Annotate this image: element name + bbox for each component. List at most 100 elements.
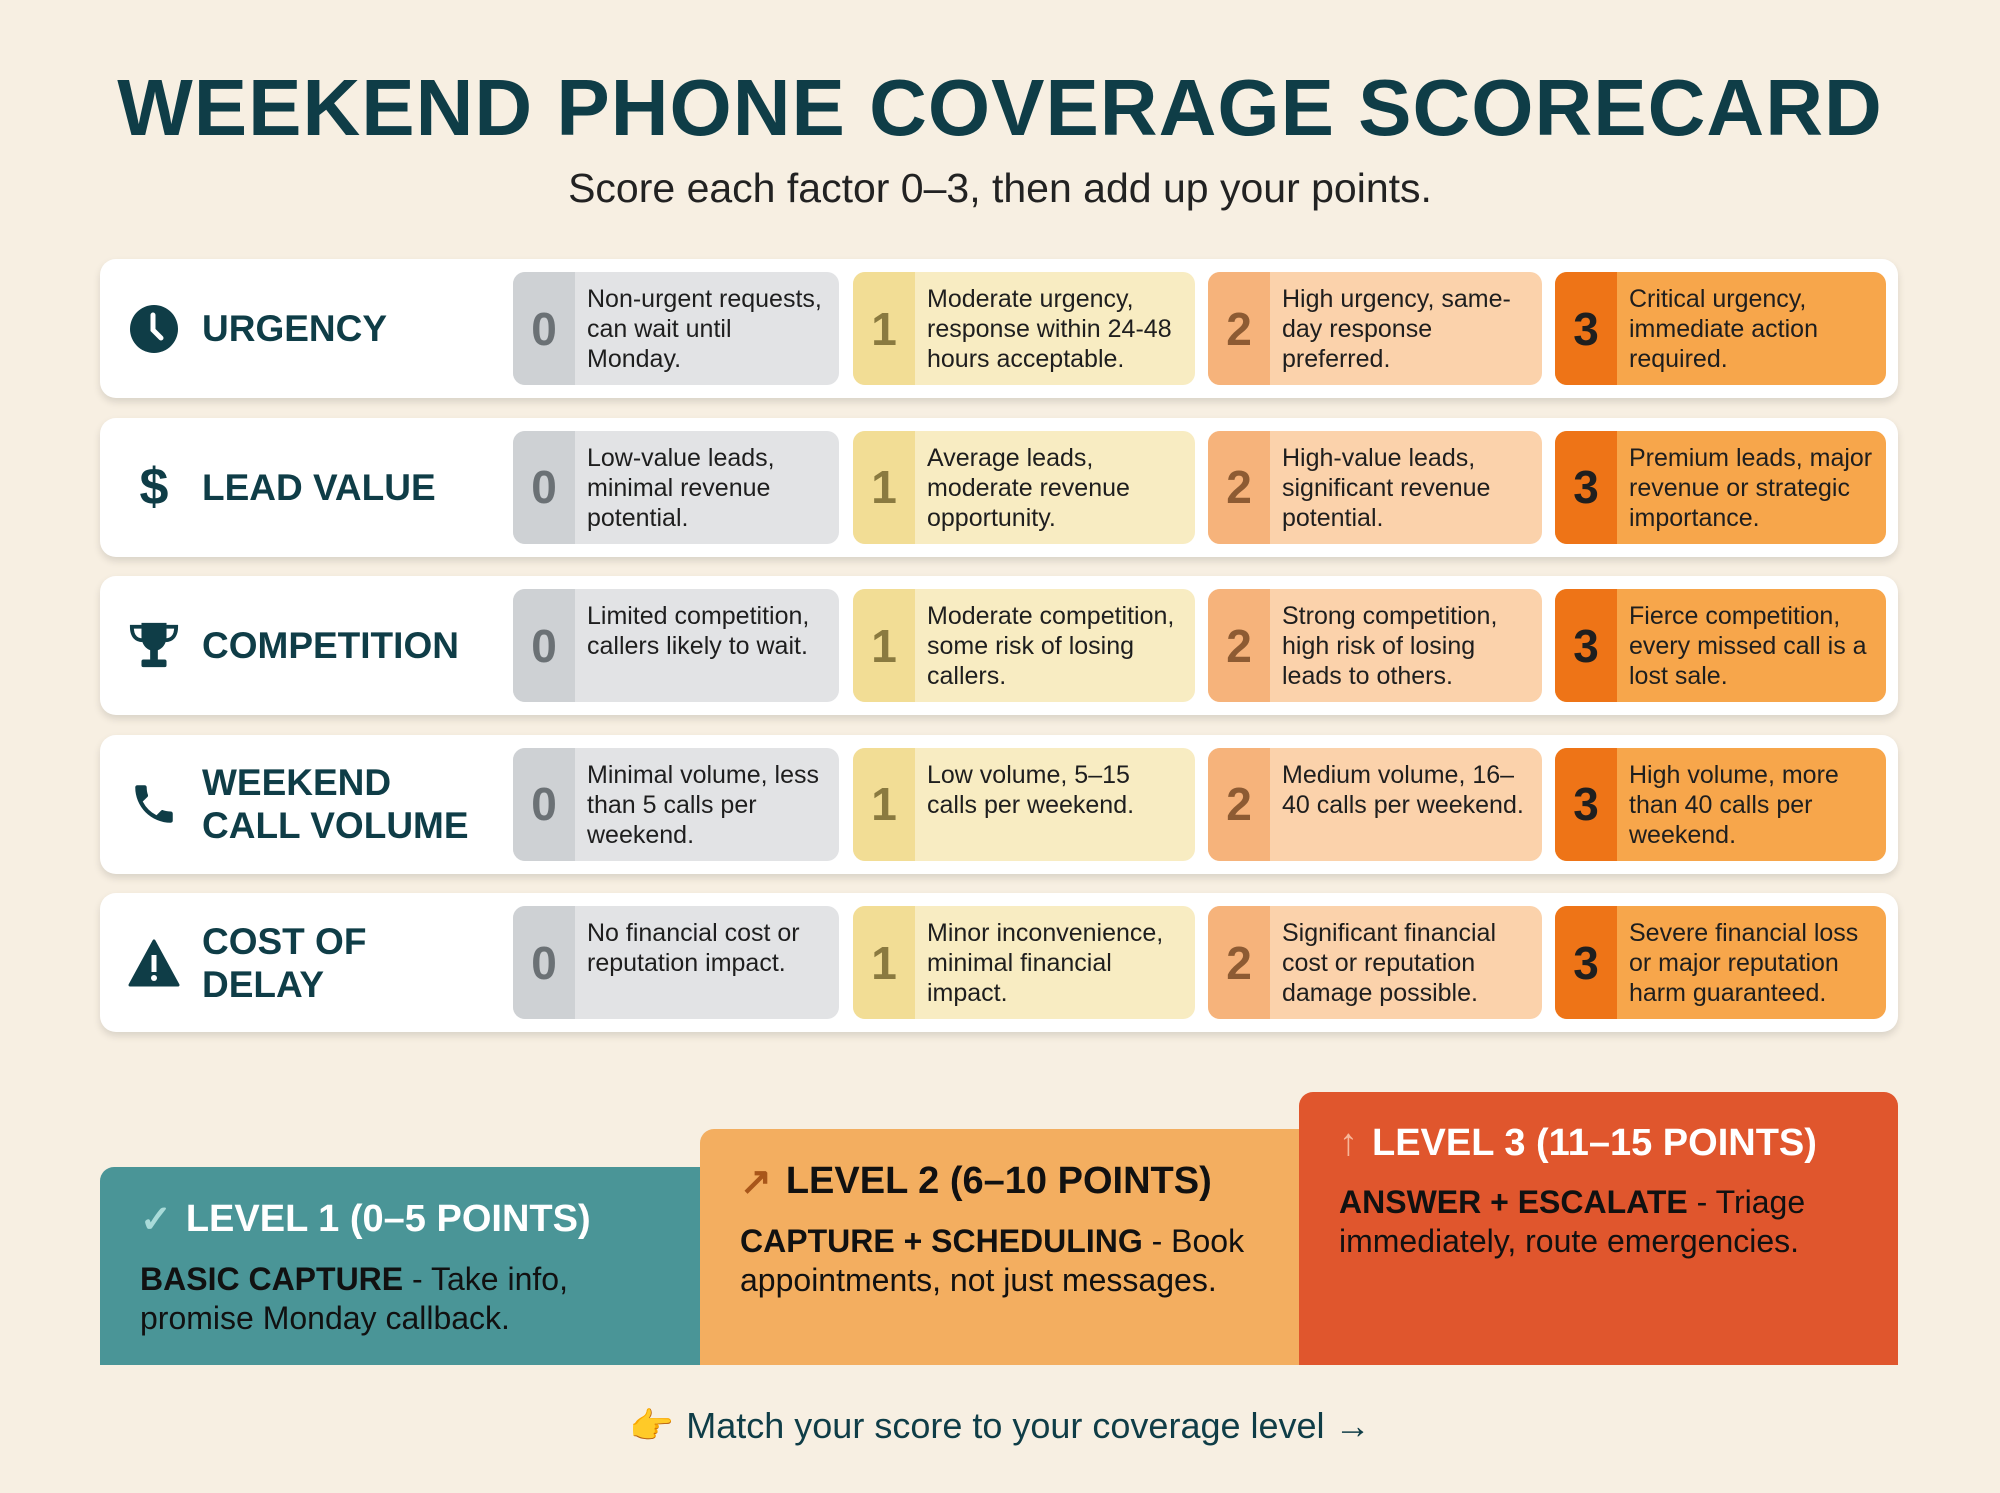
page-title: WEEKEND PHONE COVERAGE SCORECARD <box>117 63 1883 152</box>
score-cell-2: 2 Significant financial cost or reputatio… <box>1208 906 1542 1019</box>
score-number: 2 <box>1208 589 1270 702</box>
score-number: 3 <box>1555 906 1617 1019</box>
level-2-card: ↗ LEVEL 2 (6–10 POINTS) CAPTURE + SCHEDUL… <box>700 1129 1299 1365</box>
factor-row: $ Lead Value 0 Low-value leads, minimal rev… <box>100 417 1898 557</box>
level-3-card: ↑ LEVEL 3 (11–15 POINTS) ANSWER + ESCALAT… <box>1299 1092 1898 1365</box>
level-title: LEVEL 2 (6–10 POINTS) <box>785 1160 1212 1202</box>
score-cell-0: 0 No financial cost or reputation impact. <box>513 906 839 1019</box>
warning-icon <box>128 937 180 989</box>
score-cell-1: 1 Average leads, moderate revenue opportu… <box>853 430 1195 544</box>
score-cell-2: 2 Strong competition, high risk of losing… <box>1208 589 1542 702</box>
score-cell-2: 2 Medium volume, 16–40 calls per weekend. <box>1208 747 1542 861</box>
level-name: BASIC CAPTURE <box>140 1261 404 1297</box>
score-number: 1 <box>853 272 915 385</box>
score-number: 3 <box>1555 272 1617 385</box>
score-number: 2 <box>1208 747 1270 861</box>
score-number: 1 <box>853 906 915 1019</box>
factor-label: Lead Value <box>202 466 436 508</box>
score-description: Medium volume, 16–40 calls per weekend. <box>1282 760 1524 819</box>
score-cell-3: 3 Severe financial loss or major reputati… <box>1555 906 1886 1019</box>
score-cell-2: 2 High urgency, same-day response preferr… <box>1208 272 1542 385</box>
score-cell-3: 3 Fierce competition, every missed call i… <box>1555 589 1886 702</box>
score-number: 3 <box>1555 747 1617 861</box>
level-desc: - Triage immediately, route emergencies. <box>1339 1184 1806 1259</box>
score-number: 1 <box>853 430 915 544</box>
score-number: 3 <box>1555 589 1617 702</box>
score-cell-1: 1 Moderate competition, some risk of losi… <box>853 589 1195 702</box>
score-number: 3 <box>1555 430 1617 544</box>
level-title: LEVEL 1 (0–5 POINTS) <box>185 1198 591 1240</box>
factor-row: Weekend Call Volume 0 Minimal volume, less… <box>100 734 1898 874</box>
level-name: ANSWER + ESCALATE <box>1339 1184 1688 1220</box>
factor-row: Cost of Delay 0 No financial cost or reput… <box>100 893 1898 1032</box>
score-cell-1: 1 Low volume, 5–15 calls per weekend. <box>853 747 1195 861</box>
factor-row: Urgency 0 Non-urgent requests, can wait un… <box>100 259 1898 398</box>
score-cell-1: 1 Minor inconvenience, minimal financial … <box>853 906 1195 1019</box>
arrow-up-right-icon: ↗ <box>740 1161 772 1203</box>
score-number: 2 <box>1208 272 1270 385</box>
score-description: Low-value leads, minimal revenue potenti… <box>587 443 775 532</box>
score-description: Minimal volume, less than 5 calls per we… <box>587 760 820 849</box>
level-desc: - Book appointments, not just messages. <box>740 1223 1245 1298</box>
level-desc: - Take info, promise Monday callback. <box>140 1261 568 1336</box>
factor-row: Competition 0 Limited competition, callers… <box>100 576 1898 715</box>
trophy-icon <box>128 620 180 672</box>
level-1-card: ✓ LEVEL 1 (0–5 POINTS) BASIC CAPTURE - Ta… <box>100 1167 700 1365</box>
footer-text: Match your score to your coverage level … <box>686 1405 1371 1446</box>
score-description: Moderate urgency, response within 24-48 … <box>927 285 1172 373</box>
factor-weekend-call-volume: Weekend Call Volume <box>128 735 492 874</box>
subtitle: Score each factor 0–3, then add up your … <box>568 165 1432 211</box>
clock-icon <box>128 303 180 355</box>
score-number: 2 <box>1208 430 1270 544</box>
score-description: Critical urgency, immediate action requi… <box>1629 285 1818 373</box>
score-description: Average leads, moderate revenue opportun… <box>927 443 1130 532</box>
score-description: Non-urgent requests, can wait until Mond… <box>587 285 822 373</box>
score-cell-3: 3 Critical urgency, immediate action requ… <box>1555 272 1886 385</box>
score-description: No financial cost or reputation impact. <box>587 919 800 977</box>
score-description: Premium leads, major revenue or strategi… <box>1629 443 1873 532</box>
score-cell-3: 3 High volume, more than 40 calls per wee… <box>1555 747 1886 861</box>
pointing-hand-icon: 👉 <box>629 1405 675 1446</box>
score-number: 1 <box>853 589 915 702</box>
score-number: 0 <box>513 589 575 702</box>
score-number: 0 <box>513 272 575 385</box>
factor-competition: Competition <box>128 576 459 715</box>
score-cell-1: 1 Moderate urgency, response within 24-48… <box>853 272 1195 385</box>
score-description: High urgency, same-day response preferre… <box>1282 285 1511 373</box>
score-description: Significant financial cost or reputation… <box>1282 919 1497 1007</box>
arrow-up-icon: ↑ <box>1339 1122 1358 1164</box>
phone-icon <box>128 778 180 830</box>
factor-label: Urgency <box>202 308 388 349</box>
score-description: High volume, more than 40 calls per week… <box>1629 760 1839 849</box>
factor-label: Weekend Call Volume <box>202 762 469 846</box>
level-name: CAPTURE + SCHEDULING <box>740 1223 1143 1259</box>
factor-label: Cost of Delay <box>202 920 367 1005</box>
score-number: 1 <box>853 747 915 861</box>
score-cell-0: 0 Non-urgent requests, can wait until Mon… <box>513 272 839 385</box>
factor-label: Competition <box>202 625 459 666</box>
dollar-icon: $ <box>139 458 169 516</box>
score-description: Moderate competition, some risk of losin… <box>927 602 1175 690</box>
score-cell-2: 2 High-value leads, significant revenue p… <box>1208 430 1542 544</box>
score-cell-0: 0 Minimal volume, less than 5 calls per w… <box>513 747 839 861</box>
score-cell-0: 0 Low-value leads, minimal revenue potent… <box>513 430 839 544</box>
level-title: LEVEL 3 (11–15 POINTS) <box>1372 1122 1817 1164</box>
factor-cost-of-delay: Cost of Delay <box>128 893 492 1032</box>
score-description: Strong competition, high risk of losing … <box>1282 602 1498 690</box>
factor-lead-value: $ Lead Value <box>128 418 436 557</box>
footer: 👉 Match your score to your coverage leve… <box>0 1405 2000 1447</box>
score-number: 0 <box>513 906 575 1019</box>
factor-urgency: Urgency <box>128 259 387 398</box>
score-number: 2 <box>1208 906 1270 1019</box>
score-description: Fierce competition, every missed call is… <box>1629 602 1867 690</box>
score-description: High-value leads, significant revenue po… <box>1282 443 1491 532</box>
score-number: 0 <box>513 430 575 544</box>
score-cell-3: 3 Premium leads, major revenue or strateg… <box>1555 430 1886 544</box>
score-description: Severe financial loss or major reputatio… <box>1629 919 1859 1007</box>
score-number: 0 <box>513 747 575 861</box>
score-description: Low volume, 5–15 calls per weekend. <box>927 760 1135 819</box>
score-description: Limited competition, callers likely to w… <box>587 602 810 660</box>
check-icon: ✓ <box>140 1199 172 1241</box>
score-description: Minor inconvenience, minimal financial i… <box>927 919 1164 1007</box>
score-cell-0: 0 Limited competition, callers likely to … <box>513 589 839 702</box>
